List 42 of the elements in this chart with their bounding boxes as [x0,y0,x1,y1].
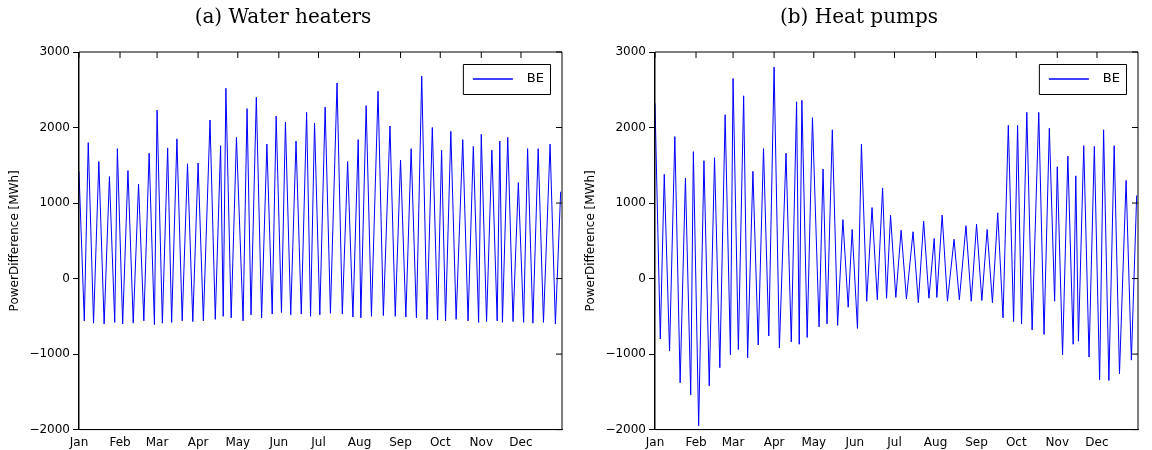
x-tick-label: Jul [886,434,902,449]
chart-title: (a) Water heaters [194,4,372,29]
x-tick-label: May [801,434,827,449]
legend-label: BE [1102,70,1121,86]
legend-label: BE [526,70,545,86]
x-tick-label: Sep [389,434,412,449]
x-tick-label: Nov [1045,434,1069,449]
y-tick-label: 1000 [615,195,646,210]
y-axis-title: PowerDifference [MWh] [7,170,22,312]
y-tick-label: 2000 [39,119,70,134]
x-tick-label: Apr [187,434,209,449]
x-tick-label: Mar [721,434,745,449]
x-tick-label: Jun [268,434,289,449]
x-tick-label: Feb [109,434,131,449]
y-tick-label: 0 [638,270,646,285]
y-tick-label: 0 [62,270,70,285]
y-tick-label: −2000 [29,421,70,436]
y-tick-label: −2000 [605,421,646,436]
x-tick-label: Aug [347,434,372,449]
x-tick-label: Jan [644,434,665,449]
x-tick-label: Nov [469,434,493,449]
x-tick-label: Aug [923,434,948,449]
x-tick-label: Dec [1085,434,1109,449]
x-tick-label: Feb [685,434,707,449]
y-tick-label: −1000 [605,346,646,361]
x-tick-label: Oct [1005,434,1027,449]
x-tick-label: May [225,434,251,449]
x-tick-label: Jun [844,434,865,449]
x-tick-label: Jan [68,434,89,449]
y-tick-label: −1000 [29,346,70,361]
x-tick-label: Sep [965,434,988,449]
x-tick-label: Oct [429,434,451,449]
y-tick-label: 1000 [39,195,70,210]
x-tick-label: Jul [310,434,326,449]
y-tick-label: 2000 [615,119,646,134]
x-tick-label: Mar [145,434,169,449]
x-tick-label: Apr [763,434,785,449]
y-tick-label: 3000 [39,44,70,59]
chart-title: (b) Heat pumps [779,4,939,29]
y-tick-label: 3000 [615,44,646,59]
y-axis-title: PowerDifference [MWh] [583,170,598,312]
x-tick-label: Dec [509,434,533,449]
